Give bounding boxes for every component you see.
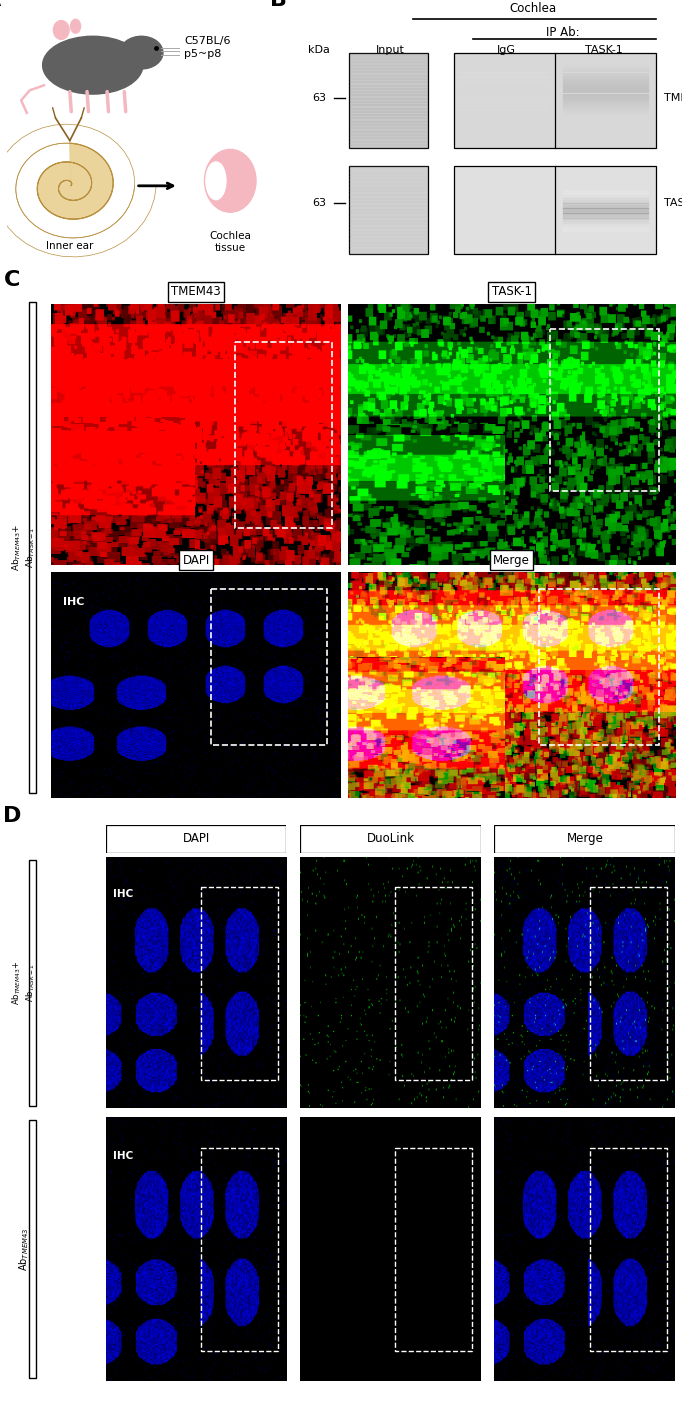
Text: 10μm: 10μm xyxy=(511,1367,537,1375)
Bar xyxy=(201,887,278,1080)
Bar xyxy=(454,165,656,254)
Ellipse shape xyxy=(53,21,69,40)
Bar xyxy=(590,1148,666,1351)
Bar xyxy=(349,165,428,254)
Text: 10μm: 10μm xyxy=(376,786,404,798)
Text: TMEM43: TMEM43 xyxy=(664,93,682,103)
Bar xyxy=(349,52,428,148)
Text: C: C xyxy=(3,270,20,289)
Text: TASK-1: TASK-1 xyxy=(664,199,682,209)
Text: IHC: IHC xyxy=(113,1151,134,1161)
Text: IHC: IHC xyxy=(113,888,134,898)
Text: Input: Input xyxy=(376,45,404,55)
Bar xyxy=(396,1148,472,1351)
Text: Cochlea: Cochlea xyxy=(509,3,557,16)
Bar xyxy=(201,1148,278,1351)
Text: Cochlea
tissue: Cochlea tissue xyxy=(209,232,251,254)
Bar xyxy=(550,329,659,491)
Text: A: A xyxy=(0,0,1,10)
Bar xyxy=(590,887,666,1080)
Ellipse shape xyxy=(120,37,163,69)
Text: DAPI: DAPI xyxy=(183,832,209,846)
Text: Inner ear: Inner ear xyxy=(46,241,93,251)
Bar xyxy=(29,860,36,1106)
Bar xyxy=(539,589,659,744)
Text: 63: 63 xyxy=(312,93,326,103)
Text: IP Ab:: IP Ab: xyxy=(546,27,580,40)
Text: IHC: IHC xyxy=(63,597,85,607)
Bar xyxy=(235,342,332,528)
Text: Merge: Merge xyxy=(566,832,604,846)
Bar xyxy=(454,52,656,148)
Text: DuoLink: DuoLink xyxy=(366,832,415,846)
Text: 10μm: 10μm xyxy=(122,1094,148,1104)
Text: IgG: IgG xyxy=(497,45,516,55)
Text: D: D xyxy=(3,806,22,826)
Ellipse shape xyxy=(43,37,143,95)
Ellipse shape xyxy=(70,20,80,32)
Text: Ab$_{TMEM43}$+
Ab$_{TASK-1}$: Ab$_{TMEM43}$+ Ab$_{TASK-1}$ xyxy=(10,524,37,570)
Text: Ab$_{TMEM43}$+
Ab$_{TASK-1}$: Ab$_{TMEM43}$+ Ab$_{TASK-1}$ xyxy=(10,960,37,1005)
Bar xyxy=(29,1120,36,1378)
Ellipse shape xyxy=(206,162,226,199)
Text: 10μm: 10μm xyxy=(74,786,102,798)
Text: kDa: kDa xyxy=(308,45,330,55)
Text: C57BL/6
p5~p8: C57BL/6 p5~p8 xyxy=(184,35,231,59)
Text: Ab$_{TMEM43}$: Ab$_{TMEM43}$ xyxy=(17,1227,31,1271)
Bar xyxy=(396,887,472,1080)
Title: DAPI: DAPI xyxy=(183,554,209,566)
Bar xyxy=(29,302,36,792)
Bar xyxy=(211,589,327,744)
Ellipse shape xyxy=(205,150,256,212)
Text: 10μm: 10μm xyxy=(122,1367,148,1375)
Title: TMEM43: TMEM43 xyxy=(171,285,221,298)
Text: 63: 63 xyxy=(312,199,326,209)
Polygon shape xyxy=(38,143,113,219)
Text: TASK-1: TASK-1 xyxy=(585,45,623,55)
Title: TASK-1: TASK-1 xyxy=(492,285,531,298)
Title: Merge: Merge xyxy=(493,554,530,566)
Text: B: B xyxy=(270,0,287,10)
